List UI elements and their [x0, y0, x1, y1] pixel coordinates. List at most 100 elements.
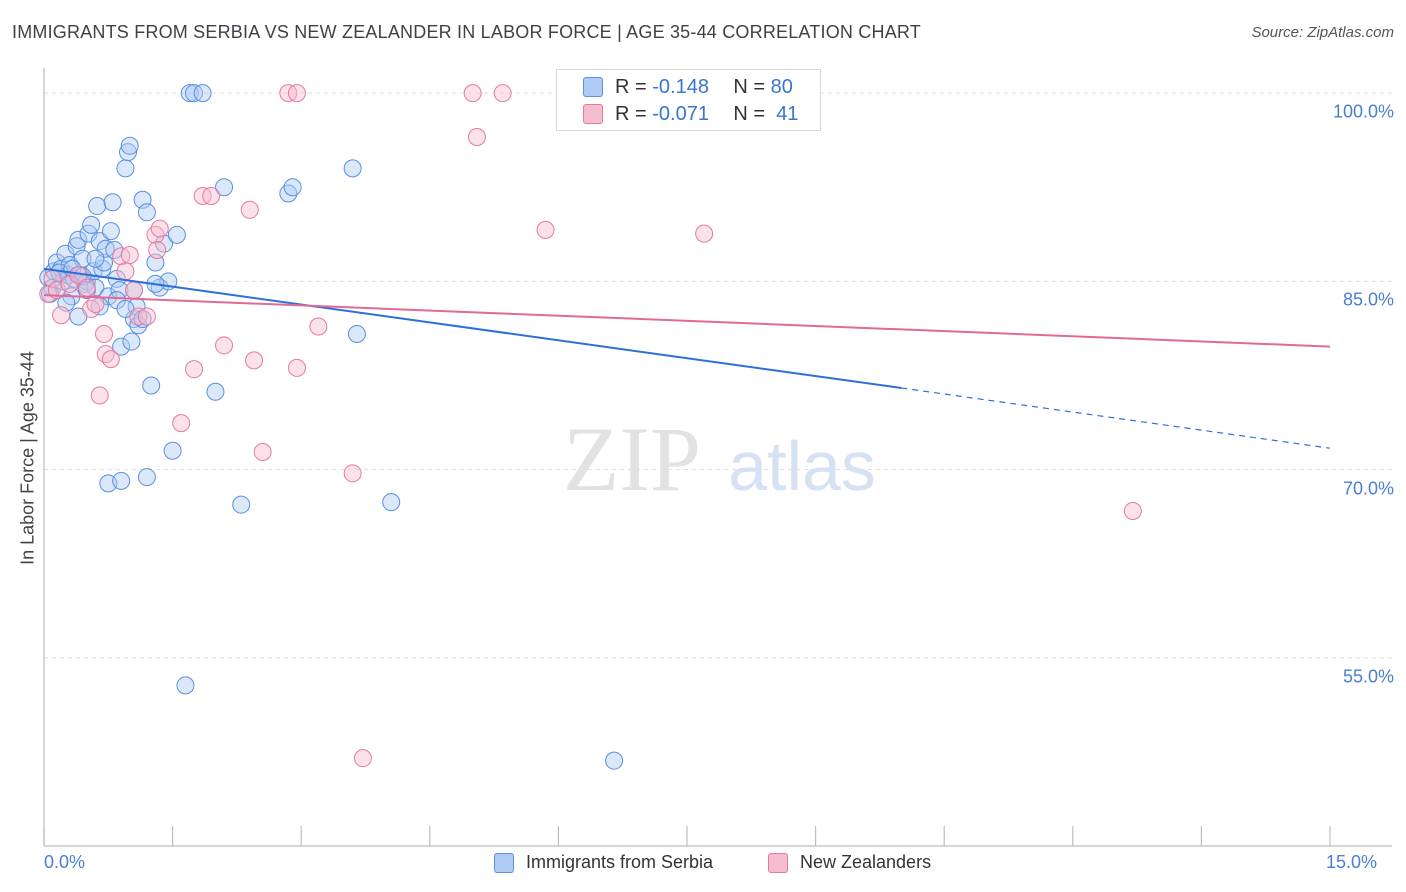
serbia-trend-extension: [901, 387, 1331, 449]
serbia-point: [112, 337, 131, 356]
serbia-point: [69, 230, 88, 249]
stats-legend: R = -0.148 N = 80 R = -0.071 N = 41: [556, 69, 821, 131]
n-value: 41: [776, 102, 799, 125]
nz-point: [39, 284, 58, 303]
serbia-point: [86, 249, 105, 268]
nz-point: [96, 345, 115, 364]
y-tick-label: 55.0%: [1342, 666, 1394, 687]
serbia-point: [180, 84, 199, 103]
watermark-zip: ZIP: [563, 408, 701, 510]
nz-point: [137, 307, 156, 326]
nz-point: [215, 336, 234, 355]
serbia-point: [215, 178, 234, 197]
r-value: -0.071: [652, 102, 709, 125]
nz-point: [1123, 501, 1142, 520]
serbia-point: [137, 203, 156, 222]
stats-legend-row-nz: R = -0.071 N = 41: [583, 101, 798, 127]
nz-point: [101, 350, 120, 369]
r-value: -0.148: [652, 75, 709, 98]
serbia-point: [283, 178, 302, 197]
serbia-swatch: [583, 77, 603, 97]
nz-point: [150, 219, 169, 238]
nz-point: [467, 128, 486, 147]
serbia-point: [347, 325, 366, 344]
serbia-point: [56, 244, 75, 263]
nz-point: [287, 358, 306, 377]
r-label: R =: [615, 102, 647, 125]
serbia-point: [120, 136, 139, 155]
serbia-point: [116, 159, 135, 178]
chart-title: IMMIGRANTS FROM SERBIA VS NEW ZEALANDER …: [12, 22, 921, 42]
nz-point: [202, 186, 221, 205]
serbia-point: [90, 232, 109, 251]
legend-item-nz: New Zealanders: [768, 852, 931, 873]
serbia-point: [119, 143, 138, 162]
serbia-point: [137, 468, 156, 487]
nz-point: [253, 442, 272, 461]
n-label: N =: [733, 75, 766, 98]
data-points: [39, 84, 1142, 770]
nz-point: [120, 245, 139, 264]
n-value: 80: [770, 75, 793, 98]
serbia-point: [382, 493, 401, 512]
nz-point: [95, 325, 114, 344]
nz-point: [695, 224, 714, 243]
serbia-trend-line: [43, 267, 902, 389]
serbia-point: [193, 84, 212, 103]
serbia-point: [176, 676, 195, 695]
legend-item-serbia: Immigrants from Serbia: [494, 852, 713, 873]
stats-legend-row-serbia: R = -0.148 N = 80: [583, 74, 793, 100]
serbia-point: [142, 376, 161, 395]
legend-label-serbia: Immigrants from Serbia: [526, 852, 714, 872]
serbia-point: [95, 253, 114, 272]
nz-point: [185, 360, 204, 379]
nz-point: [536, 220, 555, 239]
axes: [43, 68, 1392, 847]
watermark-atlas: atlas: [728, 427, 876, 505]
x-tick-label-max: 15.0%: [1326, 852, 1378, 872]
nz-point: [463, 84, 482, 103]
n-label: N =: [733, 102, 766, 125]
nz-point: [77, 278, 96, 297]
serbia-point: [122, 332, 141, 351]
serbia-point: [167, 225, 186, 244]
nz-point: [86, 294, 105, 313]
nz-point: [116, 262, 135, 281]
nz-point: [125, 281, 144, 300]
nz-point: [172, 414, 191, 433]
y-tick-label: 85.0%: [1342, 289, 1394, 310]
nz-point: [90, 386, 109, 405]
serbia-point: [101, 222, 120, 241]
legend-swatch-nz: [768, 852, 788, 873]
nz-point: [343, 464, 362, 483]
serbia-point: [206, 382, 225, 401]
nz-point: [493, 84, 512, 103]
nz-swatch: [583, 104, 603, 124]
nz-point: [287, 84, 306, 103]
x-tick-label-min: 0.0%: [44, 852, 86, 872]
serbia-point: [88, 197, 107, 216]
serbia-point: [103, 193, 122, 212]
grid-lines: [44, 92, 1392, 659]
serbia-point: [82, 215, 101, 234]
trend-lines: [43, 267, 1331, 449]
y-tick-label: 100.0%: [1332, 101, 1394, 122]
legend-label-nz: New Zealanders: [800, 852, 932, 872]
serbia-point: [232, 495, 251, 514]
legend-swatch-serbia: [494, 852, 514, 873]
nz-point: [309, 317, 328, 336]
nz-point: [52, 306, 71, 325]
serbia-point: [343, 159, 362, 178]
serbia-point: [112, 471, 131, 490]
serbia-point: [605, 751, 624, 770]
r-label: R =: [615, 75, 647, 98]
nz-trend-line: [43, 294, 1331, 348]
serbia-point: [163, 441, 182, 460]
nz-point: [245, 351, 264, 370]
source-label: Source: ZipAtlas.com: [1251, 24, 1394, 41]
nz-point: [240, 200, 259, 219]
nz-point: [148, 240, 167, 259]
y-tick-label: 70.0%: [1342, 478, 1394, 499]
nz-point: [353, 749, 372, 768]
